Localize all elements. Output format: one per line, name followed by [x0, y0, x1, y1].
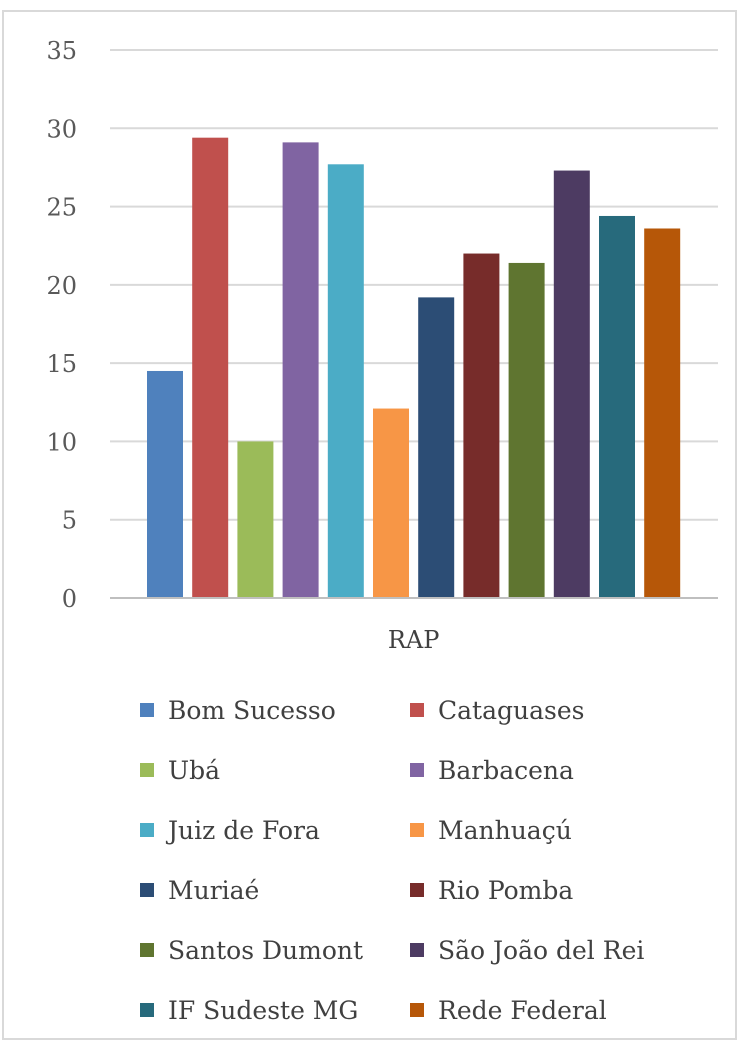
y-axis-tick-labels: 0 5 10 15 20 25 30 35 — [46, 37, 77, 613]
legend-item: Rede Federal — [410, 996, 607, 1025]
legend-label: São João del Rei — [438, 936, 644, 965]
bar — [147, 370, 183, 598]
legend-swatch — [140, 883, 154, 897]
legend-label: Manhuaçú — [438, 816, 572, 845]
legend-label: Barbacena — [438, 756, 574, 785]
legend-swatch — [410, 703, 424, 717]
y-tick-label: 5 — [62, 507, 77, 535]
legend-swatch — [410, 943, 424, 957]
legend: Bom Sucesso Cataguases Ubá Barbacena Juiz de… — [140, 696, 644, 1025]
legend-item: Manhuaçú — [410, 816, 572, 845]
legend-swatch — [140, 763, 154, 777]
legend-item: IF Sudeste MG — [140, 996, 358, 1025]
bars — [147, 137, 681, 599]
bar — [599, 215, 635, 599]
legend-item: Rio Pomba — [410, 876, 573, 905]
legend-swatch — [410, 883, 424, 897]
legend-swatch — [140, 703, 154, 717]
legend-item: Ubá — [140, 756, 220, 785]
legend-item: Bom Sucesso — [140, 696, 336, 725]
bar — [282, 142, 319, 598]
y-tick-label: 10 — [46, 428, 77, 456]
legend-label: Muriaé — [168, 876, 259, 905]
legend-label: Cataguases — [438, 696, 584, 725]
bar — [553, 170, 590, 598]
legend-item: Barbacena — [410, 756, 574, 785]
bar — [644, 228, 681, 598]
x-axis: RAP — [110, 597, 718, 654]
legend-label: Bom Sucesso — [168, 696, 336, 725]
bar — [463, 253, 500, 599]
y-tick-label: 30 — [46, 115, 77, 143]
legend-item: São João del Rei — [410, 936, 644, 965]
legend-swatch — [410, 763, 424, 777]
legend-swatch — [140, 1003, 154, 1017]
bar — [418, 297, 455, 598]
bar — [237, 441, 274, 598]
bar — [192, 137, 229, 598]
legend-label: Rede Federal — [438, 996, 607, 1025]
y-tick-label: 0 — [62, 585, 77, 613]
x-category-label: RAP — [388, 626, 440, 654]
y-tick-label: 35 — [46, 37, 77, 65]
y-tick-label: 15 — [46, 350, 77, 378]
legend-swatch — [410, 823, 424, 837]
legend-swatch — [140, 823, 154, 837]
bar — [327, 164, 364, 598]
legend-swatch — [140, 943, 154, 957]
legend-label: IF Sudeste MG — [168, 996, 358, 1025]
legend-label: Santos Dumont — [168, 936, 363, 965]
legend-item: Cataguases — [410, 696, 584, 725]
y-tick-label: 20 — [46, 272, 77, 300]
legend-swatch — [410, 1003, 424, 1017]
legend-item: Muriaé — [140, 876, 259, 905]
bar — [508, 262, 545, 598]
y-tick-label: 25 — [46, 194, 77, 222]
bar — [373, 408, 409, 598]
legend-label: Ubá — [168, 756, 220, 785]
legend-label: Rio Pomba — [438, 876, 573, 905]
legend-item: Santos Dumont — [140, 936, 363, 965]
legend-item: Juiz de Fora — [140, 816, 320, 845]
legend-label: Juiz de Fora — [165, 816, 320, 845]
